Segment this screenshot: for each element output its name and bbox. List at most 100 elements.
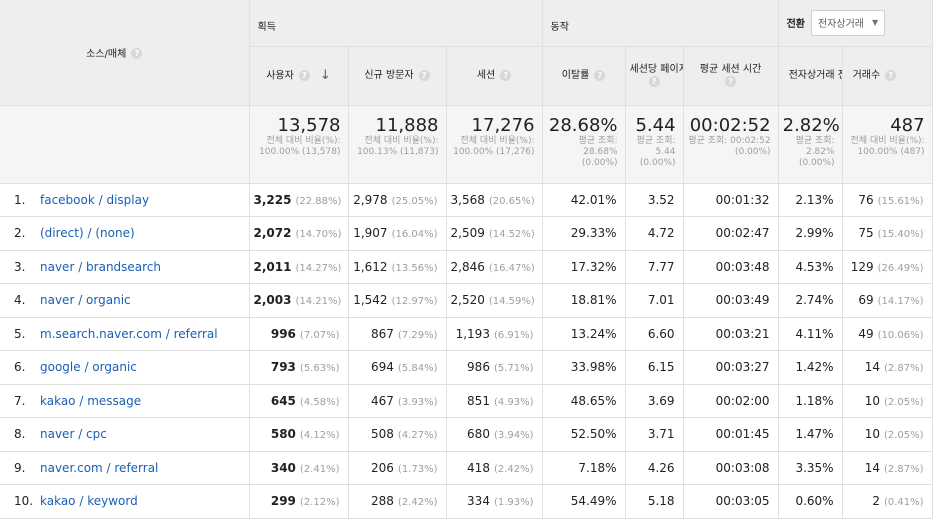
help-icon[interactable]: ? (725, 76, 737, 87)
new-users-value: 694 (371, 360, 394, 375)
sessions-cell: 2,520 (14.59%) (446, 283, 543, 318)
pages-per-session-value: 3.69 (647, 393, 675, 408)
bounce-rate-cell: 17.32% (542, 250, 626, 284)
help-icon[interactable]: ? (131, 48, 143, 60)
help-icon[interactable]: ? (885, 69, 897, 81)
transactions-value: 76 (858, 192, 874, 207)
source-link[interactable]: naver / cpc (40, 427, 107, 442)
avg-session-duration-cell: 00:02:00 (683, 384, 779, 418)
new-users-cell: 867 (7.29%) (348, 317, 447, 351)
sessions-percent: (5.71%) (493, 363, 534, 375)
bounce-rate-header[interactable]: 이탈률? (542, 46, 626, 106)
source-link[interactable]: kakao / keyword (40, 494, 138, 509)
total-pages-per-session-value: 5.44 (635, 114, 676, 136)
source-link[interactable]: naver / organic (40, 293, 131, 308)
group-header-row: 소스/매체? 획득 동작 전환 전자상거래 ▼ (0, 0, 933, 106)
new-users-header-label: 신규 방문자 (364, 70, 414, 81)
pages-per-session-value: 4.72 (647, 226, 675, 241)
transactions-value: 2 (872, 494, 880, 509)
transactions-percent: (15.40%) (877, 229, 924, 241)
source-link[interactable]: naver / brandsearch (40, 259, 162, 274)
total-bounce-rate-value: 28.68% (548, 114, 618, 136)
new-users-cell: 1,907 (16.04%) (348, 216, 447, 251)
sessions-header-label: 세션 (476, 70, 496, 81)
help-icon[interactable]: ? (418, 69, 430, 81)
source-cell: 3. naver / brandsearch (0, 250, 250, 284)
source-link[interactable]: kakao / message (40, 393, 142, 408)
help-icon[interactable]: ? (298, 69, 310, 81)
sessions-cell: 1,193 (6.91%) (446, 317, 543, 351)
pages-per-session-cell: 4.26 (625, 451, 684, 485)
sessions-percent: (16.47%) (488, 262, 535, 274)
avg-session-duration-value: 00:03:08 (715, 460, 770, 475)
total-new-users-cell: 11,888 전체 대비 비율(%): 100.13% (11,873) (348, 105, 447, 184)
table-row: 4. naver / organic 2,003 (14.21%) 1,542 (12… (0, 283, 933, 318)
conversion-rate-value: 2.74% (795, 293, 834, 308)
table-row: 8. naver / cpc 580 (4.12%) 508 (4.27%) 680(… (0, 417, 933, 452)
source-link[interactable]: facebook / display (40, 192, 150, 207)
transactions-value: 14 (864, 460, 880, 475)
users-value: 299 (270, 494, 296, 509)
source-cell: 5. m.search.naver.com / referral (0, 317, 250, 351)
goal-select[interactable]: 전자상거래 ▼ (810, 9, 886, 36)
source-cell: 7. kakao / message (0, 384, 250, 418)
source-link[interactable]: google / organic (40, 360, 137, 375)
new-users-cell: 1,612 (13.56%) (348, 250, 447, 284)
avg-session-duration-cell: 00:01:32 (683, 183, 779, 217)
source-link[interactable]: (direct) / (none) (40, 226, 135, 241)
pages-per-session-cell: 7.01 (625, 283, 684, 318)
avg-session-duration-header[interactable]: 평균 세션 시간? (683, 46, 779, 106)
help-icon[interactable]: ? (594, 69, 606, 81)
total-transactions-value: 487 (890, 114, 925, 136)
transactions-value: 14 (864, 360, 880, 375)
sort-desc-arrow-icon[interactable]: ↓ (319, 67, 331, 83)
total-conversion-rate-value: 2.82% (782, 114, 840, 136)
users-percent: (7.07%) (299, 329, 340, 341)
transactions-percent: (14.17%) (877, 296, 924, 308)
transactions-cell: 69 (14.17%) (842, 283, 933, 318)
users-header[interactable]: 사용자? ↓ (249, 46, 349, 106)
conversion-rate-value: 1.47% (795, 427, 834, 442)
transactions-cell: 75 (15.40%) (842, 216, 933, 251)
new-users-percent: (2.42%) (397, 497, 438, 509)
users-value: 2,072 (253, 226, 292, 241)
source-medium-header[interactable]: 소스/매체? (0, 0, 250, 106)
new-users-percent: (3.93%) (397, 396, 438, 408)
help-icon[interactable]: ? (500, 69, 512, 81)
transactions-cell: 14 (2.87%) (842, 451, 933, 485)
source-cell: 4. naver / organic (0, 283, 250, 318)
ecommerce-conversion-rate-header[interactable]: 전자상거래 전환율? (778, 46, 843, 106)
new-users-cell: 467 (3.93%) (348, 384, 447, 418)
transactions-header-label: 거래수 (852, 70, 881, 81)
transactions-header[interactable]: 거래수? (842, 46, 933, 106)
help-icon[interactable]: ? (648, 76, 660, 87)
sessions-percent: (1.93%) (493, 497, 534, 509)
sessions-percent: (20.65%) (488, 195, 535, 207)
bounce-rate-value: 33.98% (570, 360, 617, 375)
sessions-value: 418 (467, 460, 490, 475)
sessions-value: 2,520 (450, 293, 485, 308)
users-percent: (22.88%) (295, 195, 342, 207)
acquisition-group-label: 획득 (257, 22, 276, 33)
pages-per-session-header[interactable]: 세션당 페이지수? (625, 46, 684, 106)
avg-session-duration-cell: 00:03:08 (683, 451, 779, 485)
sessions-cell: 2,846 (16.47%) (446, 250, 543, 284)
bounce-rate-cell: 7.18% (542, 451, 626, 485)
table-row: 2. (direct) / (none) 2,072 (14.70%) 1,907(… (0, 216, 933, 251)
source-link[interactable]: naver.com / referral (40, 460, 159, 475)
conversion-rate-value: 4.11% (795, 326, 834, 341)
sessions-header[interactable]: 세션? (446, 46, 543, 106)
new-users-header[interactable]: 신규 방문자? (348, 46, 447, 106)
source-link[interactable]: m.search.naver.com / referral (40, 326, 218, 341)
total-avg-session-duration-cell: 00:02:52 평균 조회: 00:02:52 (0.00%) (683, 105, 779, 184)
conversion-rate-value: 2.99% (795, 226, 834, 241)
users-cell: 3,225 (22.88%) (249, 183, 349, 217)
sessions-value: 3,568 (450, 192, 485, 207)
pages-per-session-cell: 3.71 (625, 417, 684, 452)
table-row: 10. kakao / keyword 299 (2.12%) 288 (2.42%)… (0, 484, 933, 519)
users-value: 996 (270, 326, 296, 341)
new-users-percent: (1.73%) (397, 463, 438, 475)
conversion-rate-cell: 3.35% (778, 451, 843, 485)
pages-per-session-value: 5.18 (647, 494, 675, 509)
users-header-label: 사용자 (266, 70, 294, 82)
